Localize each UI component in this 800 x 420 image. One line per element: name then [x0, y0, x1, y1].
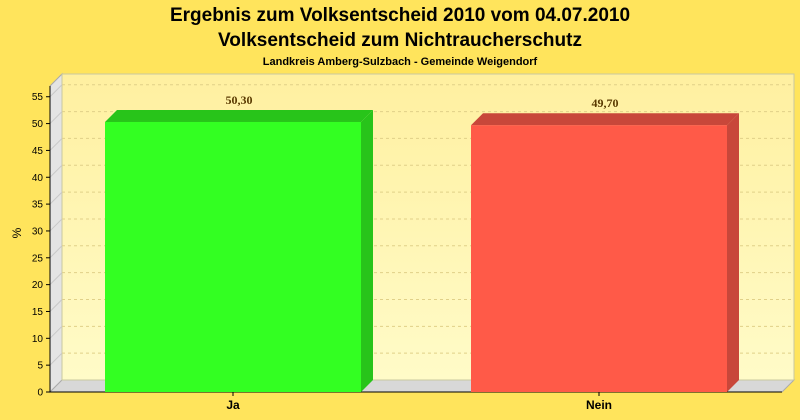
- y-tick-label: 45: [32, 146, 44, 157]
- x-tick-label: Nein: [586, 398, 612, 412]
- y-tick-label: 0: [37, 388, 43, 399]
- data-label: 49,70: [592, 96, 619, 110]
- y-tick-label: 35: [32, 200, 44, 211]
- grid-line-side: [49, 299, 63, 312]
- y-tick-label: 5: [37, 361, 43, 372]
- y-tick-label: 55: [32, 92, 44, 103]
- bar-ja: 50,30 Ja: [105, 93, 373, 412]
- grid-line-side: [49, 138, 63, 151]
- grid-line-side: [49, 84, 63, 98]
- y-axis-label: %: [10, 227, 24, 238]
- bar-front: [105, 121, 361, 393]
- x-tick-label: Ja: [226, 398, 240, 412]
- y-tick-label: 25: [32, 253, 44, 264]
- bars: 50,30 Ja 49,70 Nein: [105, 93, 739, 412]
- bar-nein: 49,70 Nein: [471, 96, 739, 412]
- y-tick-label: 15: [32, 307, 44, 318]
- bar-side: [361, 109, 373, 393]
- bar-top: [105, 109, 373, 122]
- chart-title: Ergebnis zum Volksentscheid 2010 vom 04.…: [170, 5, 630, 26]
- grid-line-side: [49, 245, 63, 259]
- y-tick-label: 10: [32, 334, 44, 345]
- grid-line-side: [49, 272, 63, 285]
- data-label: 50,30: [226, 93, 253, 107]
- y-tick-label: 30: [32, 226, 44, 237]
- grid-line-side: [49, 111, 63, 124]
- chart-title-2: Volksentscheid zum Nichtraucherschutz: [218, 30, 582, 51]
- grid-line-side: [49, 191, 63, 205]
- grid-line-side: [49, 325, 63, 339]
- bar-side: [727, 113, 739, 392]
- grid-line-side: [49, 352, 63, 366]
- y-tick-label: 40: [32, 173, 44, 184]
- y-tick-label: 20: [32, 280, 44, 291]
- bar-top: [471, 113, 739, 126]
- bar-front: [471, 125, 727, 392]
- y-tick-label: 50: [32, 119, 44, 130]
- grid-line-side: [49, 218, 63, 232]
- grid-line-side: [49, 164, 63, 178]
- chart-subtitle: Landkreis Amberg-Sulzbach - Gemeinde Wei…: [263, 56, 538, 68]
